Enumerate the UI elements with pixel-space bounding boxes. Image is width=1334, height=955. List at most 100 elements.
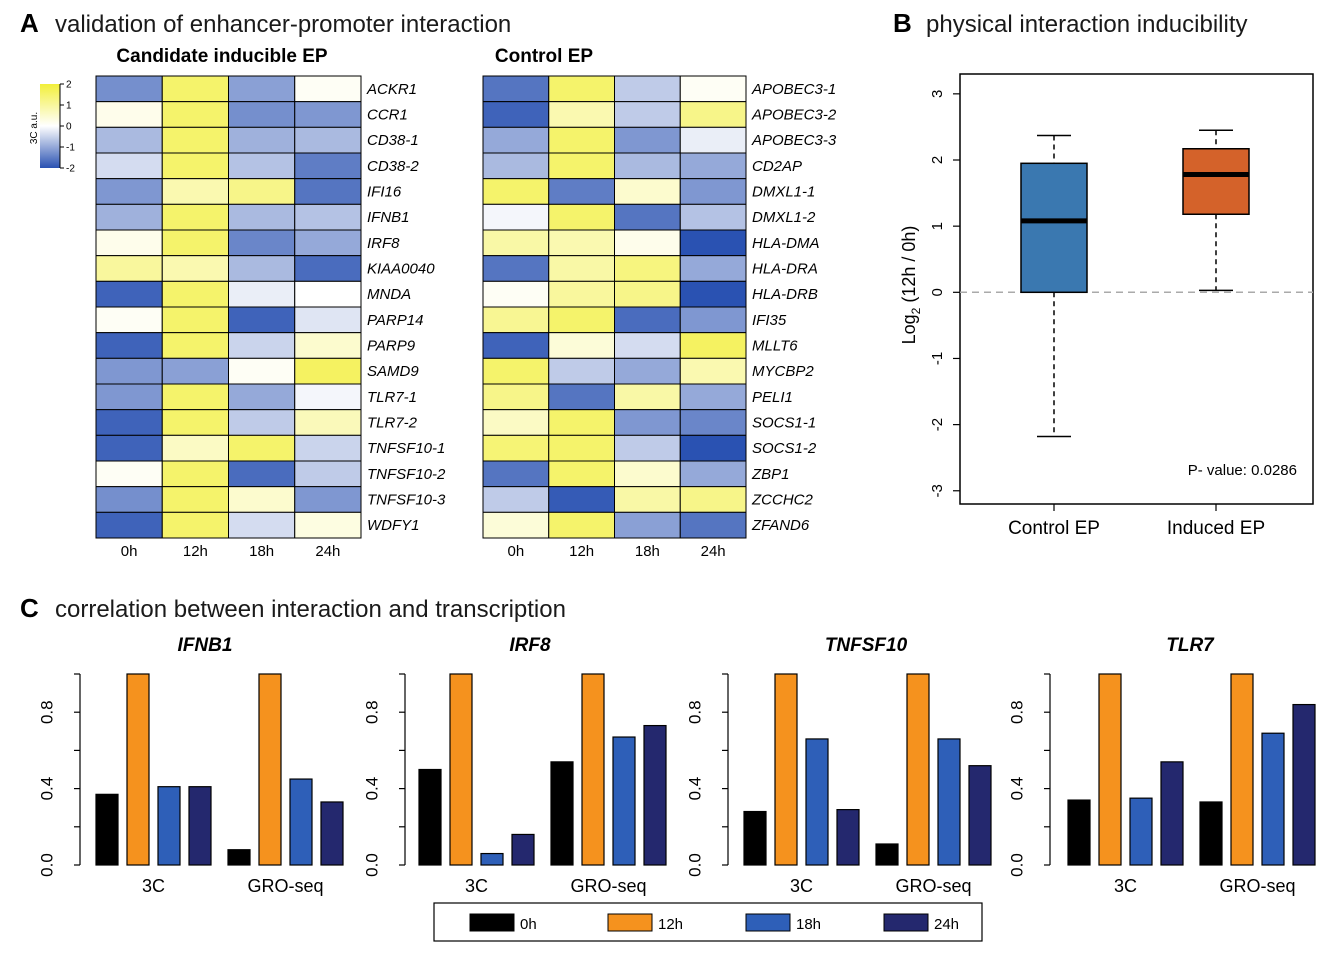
colorbar-tick-label: -1: [66, 143, 75, 154]
heatmap-row-label: IFI35: [752, 312, 787, 329]
colorbar-gradient: [40, 84, 60, 168]
heatmap-cell: [548, 460, 615, 488]
heatmap-cell: [228, 126, 296, 154]
colorbar-tick-label: 2: [66, 80, 72, 91]
heatmap-cell: [614, 203, 681, 231]
heatmap-cell: [679, 280, 747, 308]
heatmap-cell: [294, 203, 362, 231]
legend-swatch: [469, 913, 515, 932]
heatmap-cell: [228, 511, 296, 539]
heatmap-cell: [548, 152, 615, 180]
heatmap-cell: [228, 383, 296, 411]
barchart-x-label: 3C: [1114, 876, 1137, 896]
heatmap-cell: [614, 511, 681, 539]
heatmap-cell: [294, 152, 362, 180]
barchart-irf8: IRF8 0.0 0.4 0.8 3C GRO-seq: [362, 635, 667, 896]
heatmap-cell: [679, 203, 747, 231]
barchart-x-label: 3C: [790, 876, 813, 896]
panel-b-letter: B: [893, 8, 912, 38]
bar-18h: [612, 736, 636, 866]
heatmap-cell: [548, 178, 615, 205]
boxplot-frame: [959, 73, 1314, 505]
heatmap-cell: [614, 178, 681, 205]
heatmap-cell: [482, 434, 550, 462]
bar-12h: [258, 673, 282, 866]
panel-c-letter: C: [20, 593, 39, 623]
heatmap-cell: [228, 75, 296, 103]
heatmap-cell: [228, 357, 296, 385]
heatmap-row-label: DMXL1-2: [752, 209, 816, 226]
heatmap-cell: [679, 152, 747, 180]
barchart-y-tick-label: 0.0: [685, 853, 704, 877]
heatmap-row-label: TNFSF10-1: [367, 440, 445, 457]
heatmap-candidate-title: Candidate inducible EP: [116, 46, 327, 67]
barchart-title: IFNB1: [178, 635, 233, 656]
bar-24h: [511, 833, 535, 866]
heatmap-col-label: 0h: [508, 543, 525, 560]
heatmap-cell: [228, 460, 296, 488]
heatmap-cell: [95, 383, 163, 411]
heatmap-cell: [95, 152, 163, 180]
heatmap-cell: [95, 434, 163, 462]
heatmap-col-label: 18h: [249, 543, 274, 560]
heatmap-cell: [482, 357, 550, 385]
panel-a-title: validation of enhancer-promoter interact…: [55, 11, 511, 38]
heatmap-cell: [228, 409, 296, 436]
bar-0h: [227, 849, 251, 866]
heatmap-cell: [679, 434, 747, 462]
heatmap-row-label: IFI16: [367, 184, 402, 201]
heatmap-cell: [95, 409, 163, 436]
heatmap-cell: [482, 306, 550, 334]
heatmap-cell: [679, 383, 747, 411]
heatmap-cell: [161, 255, 229, 282]
legend-label: 24h: [934, 916, 959, 933]
heatmap-cell: [161, 357, 229, 385]
heatmap-cell: [679, 255, 747, 282]
heatmap-cell: [482, 255, 550, 282]
heatmap-cell: [161, 152, 229, 180]
heatmap-cell: [679, 332, 747, 359]
heatmap-cell: [679, 306, 747, 334]
heatmap-cell: [161, 203, 229, 231]
heatmap-cell: [482, 75, 550, 103]
heatmap-row-label: TNFSF10-2: [367, 466, 446, 483]
heatmap-row-label: PELI1: [752, 389, 793, 406]
heatmap-row-label: SOCS1-2: [752, 440, 817, 457]
legend-swatch: [745, 913, 791, 932]
colorbar-tick-label: 0: [66, 122, 72, 133]
heatmap-cell: [161, 511, 229, 539]
barchart-x-label: 3C: [142, 876, 165, 896]
barchart-title: IRF8: [509, 635, 551, 656]
heatmap-cell: [294, 383, 362, 411]
boxplot-x-label: Induced EP: [1167, 518, 1265, 539]
heatmap-row-label: CD38-1: [367, 132, 419, 149]
bar-18h: [480, 852, 504, 866]
heatmap-row-label: CCR1: [367, 107, 408, 124]
heatmap-row-label: TLR7-1: [367, 389, 417, 406]
heatmap-cell: [95, 511, 163, 539]
boxplot-y-tick-label: -2: [929, 418, 946, 431]
heatmap-cell: [161, 229, 229, 257]
boxplot-y-tick-label: 1: [929, 222, 946, 230]
heatmap-cell: [614, 409, 681, 436]
heatmap-cell: [482, 486, 550, 513]
heatmap-cell: [95, 255, 163, 282]
heatmap-cell: [614, 306, 681, 334]
heatmap-cell: [161, 178, 229, 205]
heatmap-cell: [679, 178, 747, 205]
barchart-title: TLR7: [1166, 635, 1215, 656]
bar-24h: [836, 809, 860, 866]
heatmap-cell: [548, 434, 615, 462]
panel-a-letter: A: [20, 8, 39, 38]
legend-swatch: [607, 913, 653, 932]
boxplot-y-label-rest: (12h / 0h): [899, 226, 919, 308]
panel-b-title: physical interaction inducibility: [926, 11, 1248, 38]
heatmap-row-label: ZCCHC2: [751, 492, 813, 509]
legend-label: 18h: [796, 916, 821, 933]
heatmap-cell: [228, 101, 296, 128]
heatmap-cell: [548, 332, 615, 359]
heatmap-cell: [482, 126, 550, 154]
bar-12h: [126, 673, 150, 866]
bar-0h: [743, 810, 767, 866]
heatmap-cell: [679, 357, 747, 385]
